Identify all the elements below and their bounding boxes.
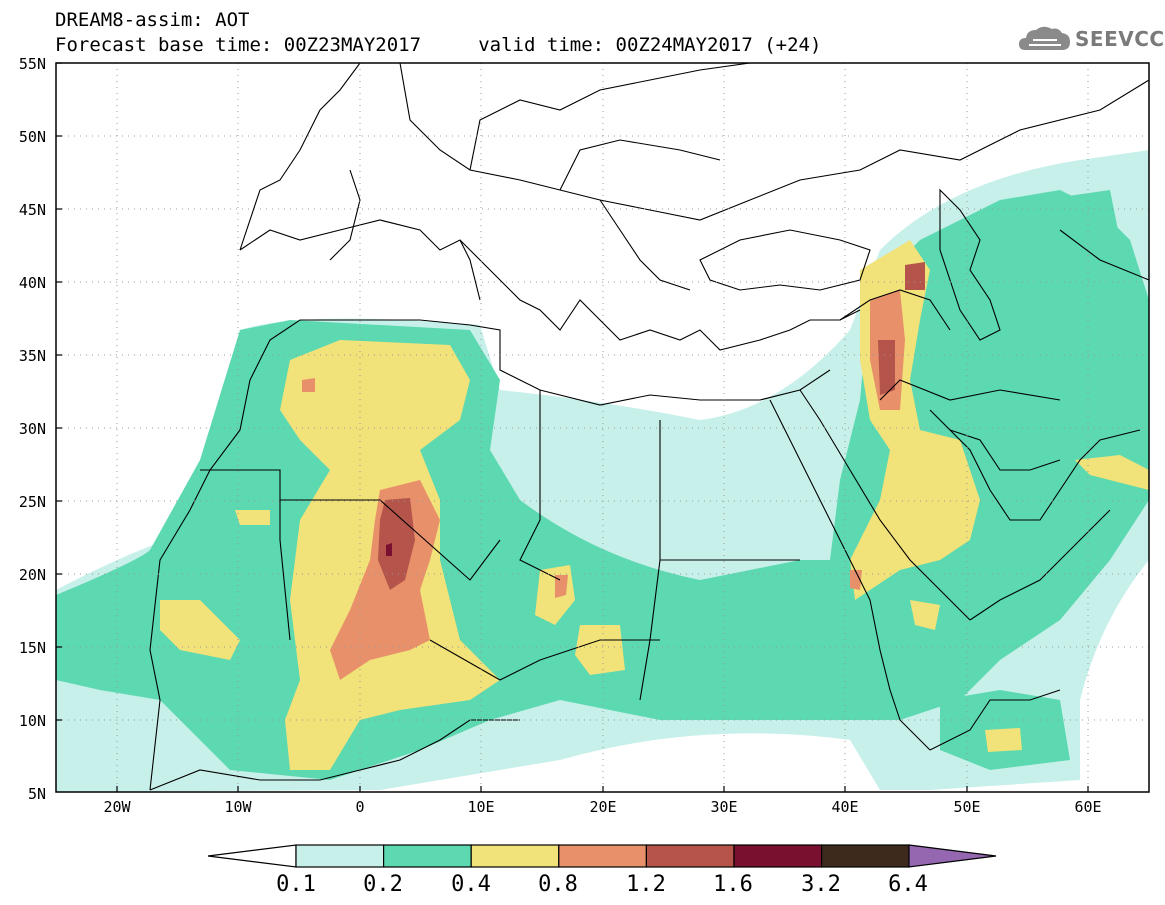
lat-label: 45N — [18, 201, 46, 219]
lat-label: 15N — [18, 639, 46, 657]
cloud-icon — [1019, 26, 1070, 50]
lon-label: 30E — [710, 798, 738, 816]
lat-label: 30N — [18, 420, 46, 438]
lat-label: 10N — [18, 712, 46, 730]
lon-label: 50E — [953, 798, 981, 816]
colorbar-label: 0.4 — [451, 872, 491, 897]
map-title: DREAM8-assim: AOT — [55, 9, 250, 31]
lon-label: 60E — [1074, 798, 1102, 816]
lon-label: 40E — [831, 798, 859, 816]
colorbar-label: 0.2 — [363, 872, 403, 897]
lat-label: 25N — [18, 493, 46, 511]
axis-ticks — [56, 62, 1089, 792]
colorbar-label: 1.6 — [713, 872, 753, 897]
lat-label: 35N — [18, 347, 46, 365]
lon-label: 10W — [224, 798, 252, 816]
aot-level-1.2 — [378, 262, 925, 590]
colorbar-label: 3.2 — [801, 872, 841, 897]
gridlines — [56, 63, 1149, 792]
lat-label: 40N — [18, 274, 46, 292]
lon-label: 10E — [467, 798, 495, 816]
lon-label: 20W — [103, 798, 131, 816]
aot-level-1.6 — [386, 543, 392, 556]
lat-label: 5N — [27, 785, 46, 803]
colorbar-label: 1.2 — [626, 872, 666, 897]
colorbar-label: 0.8 — [538, 872, 578, 897]
lon-label: 20E — [589, 798, 617, 816]
colorbar-label: 0.1 — [276, 872, 316, 897]
lat-label: 55N — [18, 55, 46, 73]
coastlines — [149, 63, 1149, 791]
map-subtitle: Forecast base time: 00Z23MAY2017 valid t… — [55, 34, 822, 56]
logo-text: SEEVCCC — [1075, 27, 1165, 51]
lat-label: 20N — [18, 566, 46, 584]
colorbar-label: 6.4 — [888, 872, 928, 897]
lat-label: 50N — [18, 128, 46, 146]
lon-label: 0 — [355, 798, 365, 816]
